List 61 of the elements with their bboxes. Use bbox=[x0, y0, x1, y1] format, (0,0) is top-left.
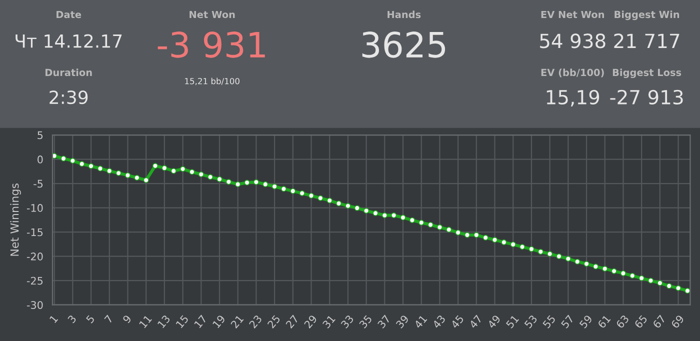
x-tick-label: 9 bbox=[122, 314, 132, 324]
x-tick-label: 65 bbox=[634, 314, 648, 329]
x-tick-label: 25 bbox=[267, 314, 281, 329]
x-tick-label: 51 bbox=[506, 314, 520, 329]
x-tick-label: 41 bbox=[414, 314, 428, 329]
y-tick-label: 5 bbox=[38, 131, 43, 140]
x-tick-label: 61 bbox=[597, 314, 611, 329]
text: 54 938 bbox=[540, 34, 606, 48]
y-tick-label: -20 bbox=[26, 252, 43, 260]
text: Date bbox=[56, 10, 82, 18]
x-tick-label: 55 bbox=[542, 314, 556, 329]
text: Net Won bbox=[190, 10, 235, 18]
x-tick-label: 43 bbox=[432, 314, 446, 329]
x-tick-label: 27 bbox=[285, 314, 299, 329]
x-tick-label: 47 bbox=[468, 314, 482, 329]
text: EV Net Won bbox=[541, 10, 604, 18]
text: Biggest Loss bbox=[612, 68, 682, 78]
x-tick-label: 45 bbox=[450, 314, 464, 329]
text: 3625 bbox=[362, 32, 446, 58]
x-tick-label: 17 bbox=[194, 314, 208, 328]
text: EV (bb/100) bbox=[541, 68, 604, 78]
x-tick-label: 63 bbox=[616, 314, 630, 329]
x-tick-label: 1 bbox=[49, 314, 58, 324]
x-tick-label: 3 bbox=[67, 314, 77, 324]
y-tick-label: -30 bbox=[26, 301, 43, 309]
x-tick-label: 19 bbox=[212, 314, 226, 328]
text: 21 717 bbox=[614, 34, 680, 48]
text: -3 931 bbox=[158, 32, 265, 58]
x-tick-label: 49 bbox=[487, 314, 501, 329]
text: 15,19 bbox=[546, 90, 600, 107]
y-axis-title: Net Winnings bbox=[10, 184, 21, 256]
y-tick-label: -15 bbox=[26, 228, 43, 236]
x-tick-label: 13 bbox=[157, 314, 170, 328]
x-tick-label: 59 bbox=[579, 314, 593, 329]
y-tick-label: -5 bbox=[34, 180, 43, 188]
text: Duration bbox=[46, 68, 92, 76]
x-tick-label: 11 bbox=[138, 314, 152, 328]
x-tick-label: 5 bbox=[86, 314, 95, 324]
x-tick-label: 29 bbox=[304, 314, 318, 329]
x-tick-label: 23 bbox=[248, 314, 262, 329]
y-tick-label: -10 bbox=[26, 204, 43, 212]
text: Hands bbox=[388, 10, 421, 18]
x-tick-label: 53 bbox=[524, 314, 538, 329]
x-tick-label: 33 bbox=[340, 314, 354, 329]
x-tick-label: 57 bbox=[560, 314, 574, 329]
x-tick-label: 21 bbox=[230, 314, 244, 329]
text: Biggest Win bbox=[614, 10, 680, 20]
x-tick-label: 7 bbox=[104, 314, 114, 324]
x-tick-label: 31 bbox=[322, 314, 336, 329]
y-tick-label: 0 bbox=[38, 156, 43, 164]
text: -27 913 bbox=[610, 90, 683, 105]
x-tick-label: 15 bbox=[176, 314, 189, 328]
x-tick-label: 37 bbox=[377, 314, 391, 329]
x-tick-label: 39 bbox=[396, 314, 410, 329]
text: Чт 14.12.17 bbox=[16, 34, 122, 48]
text: 2:39 bbox=[50, 90, 88, 104]
x-tick-label: 67 bbox=[652, 314, 666, 329]
text: 15,21 bb/100 bbox=[185, 78, 240, 86]
x-tick-label: 35 bbox=[358, 314, 372, 329]
y-tick-label: -25 bbox=[26, 276, 43, 285]
x-tick-label: 69 bbox=[670, 314, 684, 329]
